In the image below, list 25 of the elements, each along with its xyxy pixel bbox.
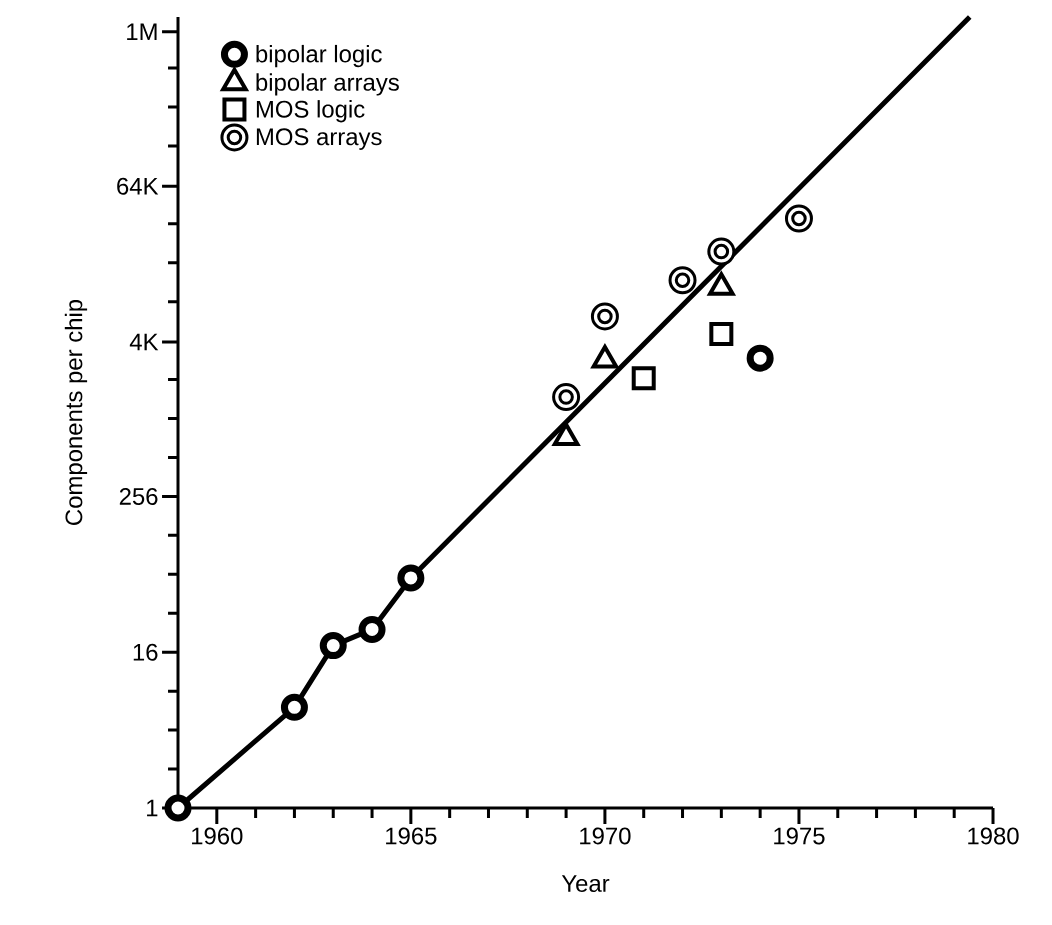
y-tick-label: 4K (129, 333, 159, 351)
y-tick-label: 1 (147, 799, 158, 817)
x-tick-label: 1960 (192, 827, 243, 845)
y-tick-label: 256 (119, 487, 158, 505)
legend-label: bipolar logic (256, 44, 382, 68)
point (319, 632, 347, 660)
legend-label: MOS logic (256, 100, 365, 123)
legend-label: MOS arrays (256, 128, 382, 150)
point (746, 344, 774, 372)
x-axis-title: Year (561, 875, 610, 892)
y-tick-label: 1M (127, 23, 157, 40)
point (397, 564, 425, 592)
x-tick-label: 1970 (580, 827, 631, 845)
x-tick-label: 1965 (386, 827, 437, 845)
x-tick-label: 1980 (968, 827, 1019, 845)
x-tick-label: 1975 (774, 827, 825, 845)
point (631, 366, 656, 391)
point (709, 322, 734, 347)
y-axis-title: Components per chip (64, 299, 88, 525)
point (280, 693, 308, 721)
point (358, 615, 386, 643)
point (164, 794, 192, 822)
legend-label: bipolar arrays (256, 73, 399, 96)
y-tick-label: 64K (117, 177, 159, 195)
y-tick-label: 16 (133, 643, 158, 661)
